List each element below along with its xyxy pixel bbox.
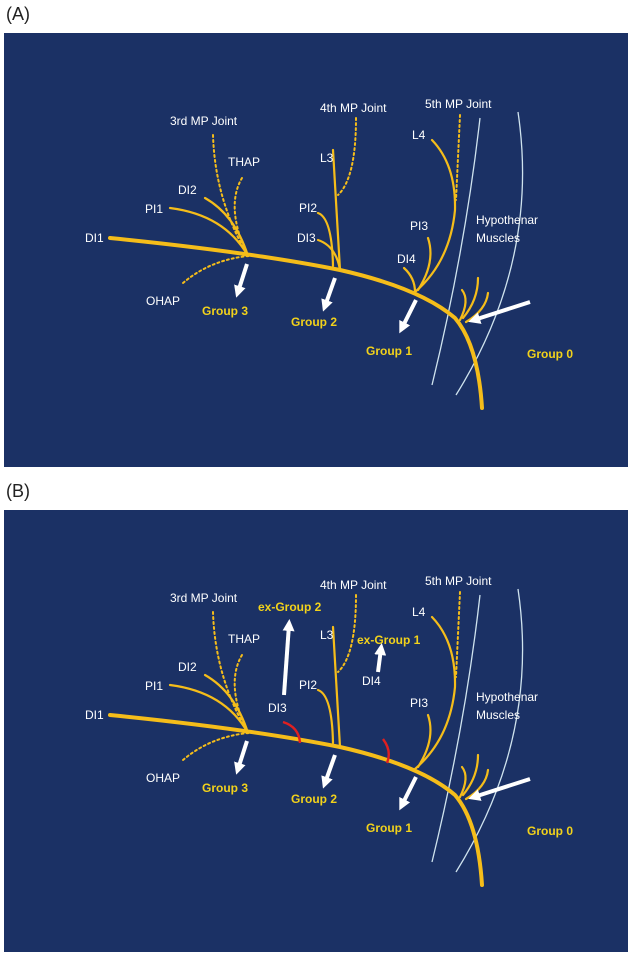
- panel-background: [4, 510, 628, 952]
- group-label: Group 1: [366, 821, 412, 835]
- ex-group-label: ex-Group 2: [258, 600, 322, 614]
- nerve-label: DI4: [362, 674, 381, 688]
- nerve-label: PI2: [299, 678, 317, 692]
- muscle-label: Muscles: [476, 231, 520, 245]
- nerve-label: DI3: [268, 701, 287, 715]
- group-label: Group 1: [366, 344, 412, 358]
- group-label: Group 2: [291, 792, 337, 806]
- nerve-label: THAP: [228, 632, 260, 646]
- group-label: Group 0: [527, 347, 573, 361]
- nerve-label: PI2: [299, 201, 317, 215]
- joint-label: 4th MP Joint: [320, 101, 387, 115]
- nerve-label: PI1: [145, 202, 163, 216]
- nerve-label: DI1: [85, 231, 104, 245]
- ex-group-label: ex-Group 1: [357, 633, 421, 647]
- muscle-label: Hypothenar: [476, 213, 538, 227]
- joint-label: 3rd MP Joint: [170, 114, 238, 128]
- nerve-label: THAP: [228, 155, 260, 169]
- nerve-label: DI2: [178, 660, 197, 674]
- nerve-label: L4: [412, 605, 426, 619]
- joint-label: 4th MP Joint: [320, 578, 387, 592]
- nerve-label: PI3: [410, 219, 428, 233]
- panel-label: (A): [6, 4, 30, 24]
- group-label: Group 3: [202, 304, 248, 318]
- group-label: Group 2: [291, 315, 337, 329]
- nerve-label: OHAP: [146, 294, 180, 308]
- nerve-label: DI2: [178, 183, 197, 197]
- panel-background: [4, 33, 628, 467]
- nerve-label: L4: [412, 128, 426, 142]
- nerve-label: DI1: [85, 708, 104, 722]
- group-label: Group 3: [202, 781, 248, 795]
- muscle-label: Hypothenar: [476, 690, 538, 704]
- nerve-label: DI4: [397, 252, 416, 266]
- nerve-label: PI3: [410, 696, 428, 710]
- joint-label: 3rd MP Joint: [170, 591, 238, 605]
- nerve-label: DI3: [297, 231, 316, 245]
- nerve-label: OHAP: [146, 771, 180, 785]
- nerve-label: PI1: [145, 679, 163, 693]
- joint-label: 5th MP Joint: [425, 97, 492, 111]
- joint-label: 5th MP Joint: [425, 574, 492, 588]
- group-label: Group 0: [527, 824, 573, 838]
- nerve-label: L3: [320, 628, 334, 642]
- nerve-label: L3: [320, 151, 334, 165]
- muscle-label: Muscles: [476, 708, 520, 722]
- panel-label: (B): [6, 481, 30, 501]
- figure: (A) 3rd MP Joint 4th MP Joint 5th MP Joi…: [0, 0, 632, 956]
